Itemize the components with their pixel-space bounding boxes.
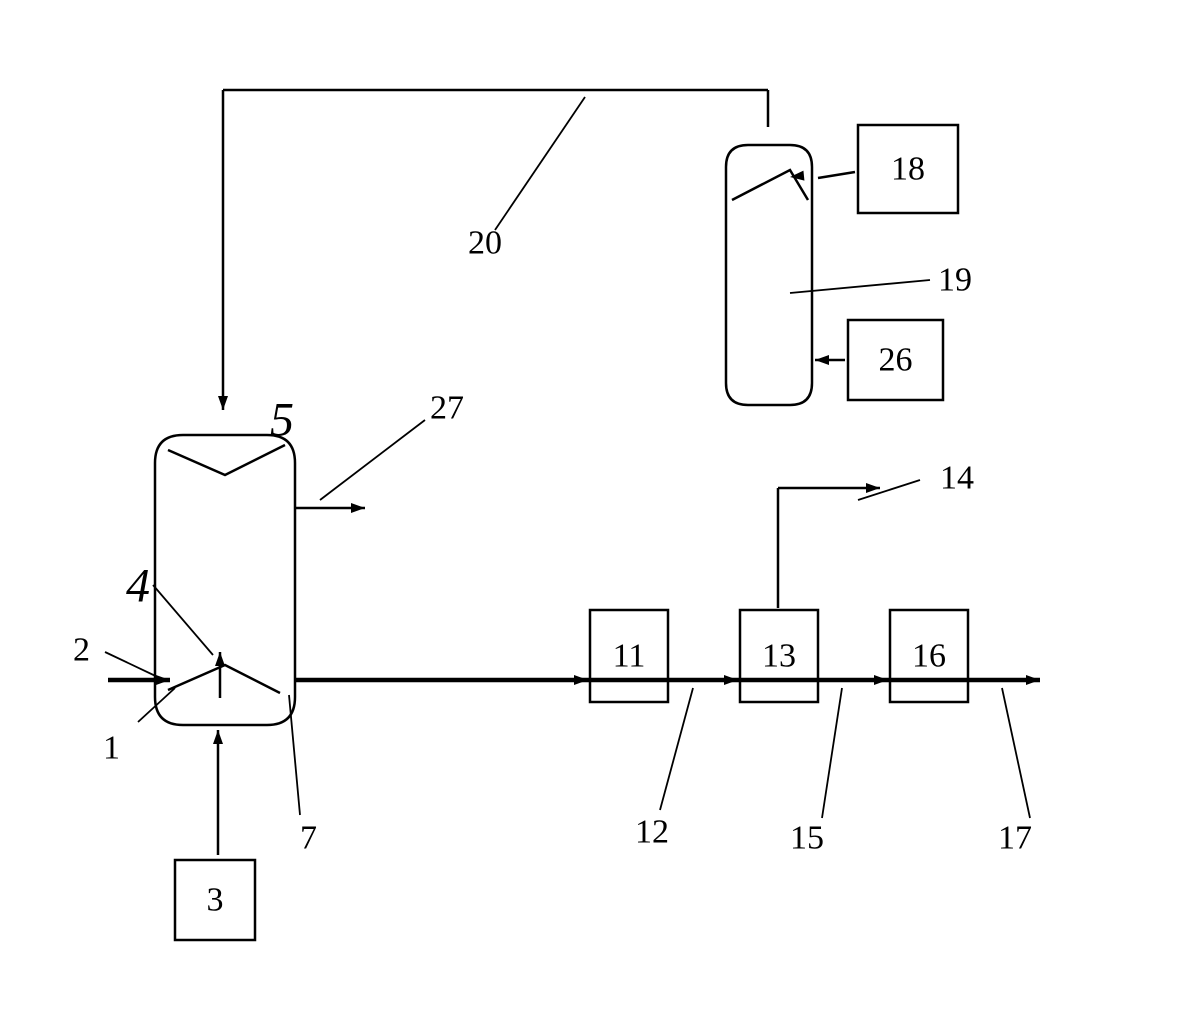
svg-text:17: 17 [998, 820, 1032, 857]
process-flow-diagram: 311131618261271215171419202745 [0, 0, 1184, 1015]
svg-text:11: 11 [613, 638, 646, 675]
svg-text:14: 14 [940, 460, 974, 497]
svg-text:19: 19 [938, 262, 972, 299]
svg-text:12: 12 [635, 814, 669, 851]
svg-text:2: 2 [73, 632, 90, 669]
svg-text:5: 5 [270, 394, 294, 447]
svg-text:13: 13 [762, 638, 796, 675]
svg-text:7: 7 [300, 820, 317, 857]
svg-text:3: 3 [207, 882, 224, 919]
svg-text:16: 16 [912, 638, 946, 675]
svg-text:20: 20 [468, 225, 502, 262]
svg-text:1: 1 [103, 730, 120, 767]
svg-text:4: 4 [126, 560, 150, 613]
svg-text:18: 18 [891, 151, 925, 188]
svg-text:15: 15 [790, 820, 824, 857]
svg-text:27: 27 [430, 390, 464, 427]
svg-text:26: 26 [879, 342, 913, 379]
